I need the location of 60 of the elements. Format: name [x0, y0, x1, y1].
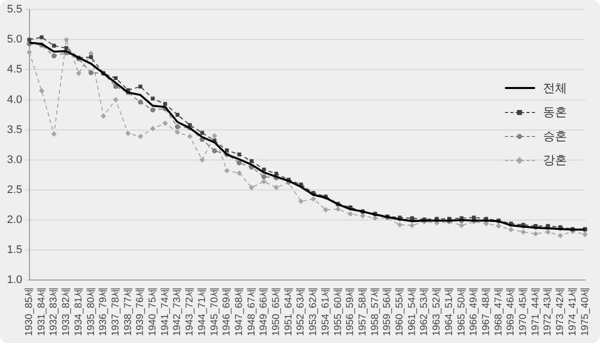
x-tick-label: 1930_85세: [24, 287, 36, 336]
x-tick-label: 1970_45세: [518, 287, 530, 336]
x-tick-label: 1937_78세: [110, 287, 122, 336]
legend-label: 전체: [543, 80, 567, 96]
x-tick-label: 1958_57세: [370, 287, 381, 336]
x-tick-label: 1961_54세: [406, 287, 418, 336]
x-tick-label: 1947_68세: [234, 287, 245, 336]
x-tick-label: 1955_60세: [332, 287, 344, 336]
x-tick-label: 1962_53세: [419, 287, 430, 336]
x-tick-label: 1957_58세: [357, 287, 368, 336]
x-tick-label: 1951_64세: [283, 287, 294, 336]
x-tick-label: 1938_77세: [122, 287, 134, 336]
x-tick-label: 1952_63세: [296, 287, 307, 336]
x-tick-label: 1936_79세: [98, 287, 110, 336]
x-tick-label: 1946_69세: [222, 287, 233, 336]
x-tick-label: 1959_56세: [382, 287, 394, 336]
x-tick-label: 1972_43세: [542, 287, 554, 336]
x-tick-label: 1945_70세: [209, 287, 220, 336]
x-tick-label: 1966_49세: [468, 287, 480, 336]
x-tick-label: 1954_61세: [320, 287, 332, 336]
y-tick-label: 3.5: [6, 124, 22, 136]
x-tick-label: 1940_75세: [148, 287, 159, 336]
legend-label: 강혼: [543, 152, 567, 168]
legend-label: 승혼: [543, 128, 567, 144]
y-tick-label: 1.0: [6, 274, 22, 286]
x-tick-label: 1942_73세: [172, 287, 184, 336]
x-tick-label: 1971_44세: [530, 287, 542, 336]
x-tick-label: 1953_62세: [308, 287, 320, 336]
x-tick-label: 1963_52세: [432, 287, 443, 336]
x-tick-label: 1975_40세: [580, 287, 591, 336]
x-tick-label: 1950_65세: [271, 287, 282, 336]
x-tick-label: 1968_47세: [493, 287, 504, 336]
x-tick-label: 1973_42세: [555, 287, 566, 336]
y-tick-label: 1.5: [6, 244, 22, 256]
y-tick-label: 2.5: [6, 184, 22, 196]
x-tick-label: 1960_55세: [394, 287, 406, 336]
x-tick-label: 1949_66세: [258, 287, 270, 336]
x-tick-label: 1935_80세: [86, 287, 97, 336]
y-tick-label: 4.5: [6, 64, 22, 76]
x-tick-label: 1934_81세: [73, 287, 84, 336]
x-tick-label: 1974_41세: [567, 287, 578, 336]
x-tick-label: 1941_74세: [160, 287, 171, 336]
x-tick-label: 1965_50세: [456, 287, 468, 336]
x-tick-label: 1956_59세: [345, 287, 356, 336]
y-tick-label: 3.0: [6, 154, 22, 166]
y-tick-label: 4.0: [6, 94, 22, 106]
y-tick-label: 5.5: [6, 4, 22, 16]
x-tick-label: 1948_67세: [246, 287, 258, 336]
y-tick-label: 2.0: [6, 214, 22, 226]
x-tick-label: 1969_46세: [506, 287, 517, 336]
x-tick-label: 1931_84세: [36, 287, 48, 336]
x-tick-label: 1943_72세: [184, 287, 196, 336]
legend-label: 동혼: [543, 104, 567, 120]
x-tick-label: 1939_76세: [135, 287, 146, 336]
x-tick-label: 1964_51세: [444, 287, 455, 336]
x-tick-label: 1933_82세: [61, 287, 72, 336]
x-tick-label: 1967_48세: [480, 287, 492, 336]
y-tick-label: 5.0: [6, 34, 22, 46]
x-tick-label: 1932_83세: [48, 287, 60, 336]
x-tick-label: 1944_71세: [196, 287, 208, 336]
